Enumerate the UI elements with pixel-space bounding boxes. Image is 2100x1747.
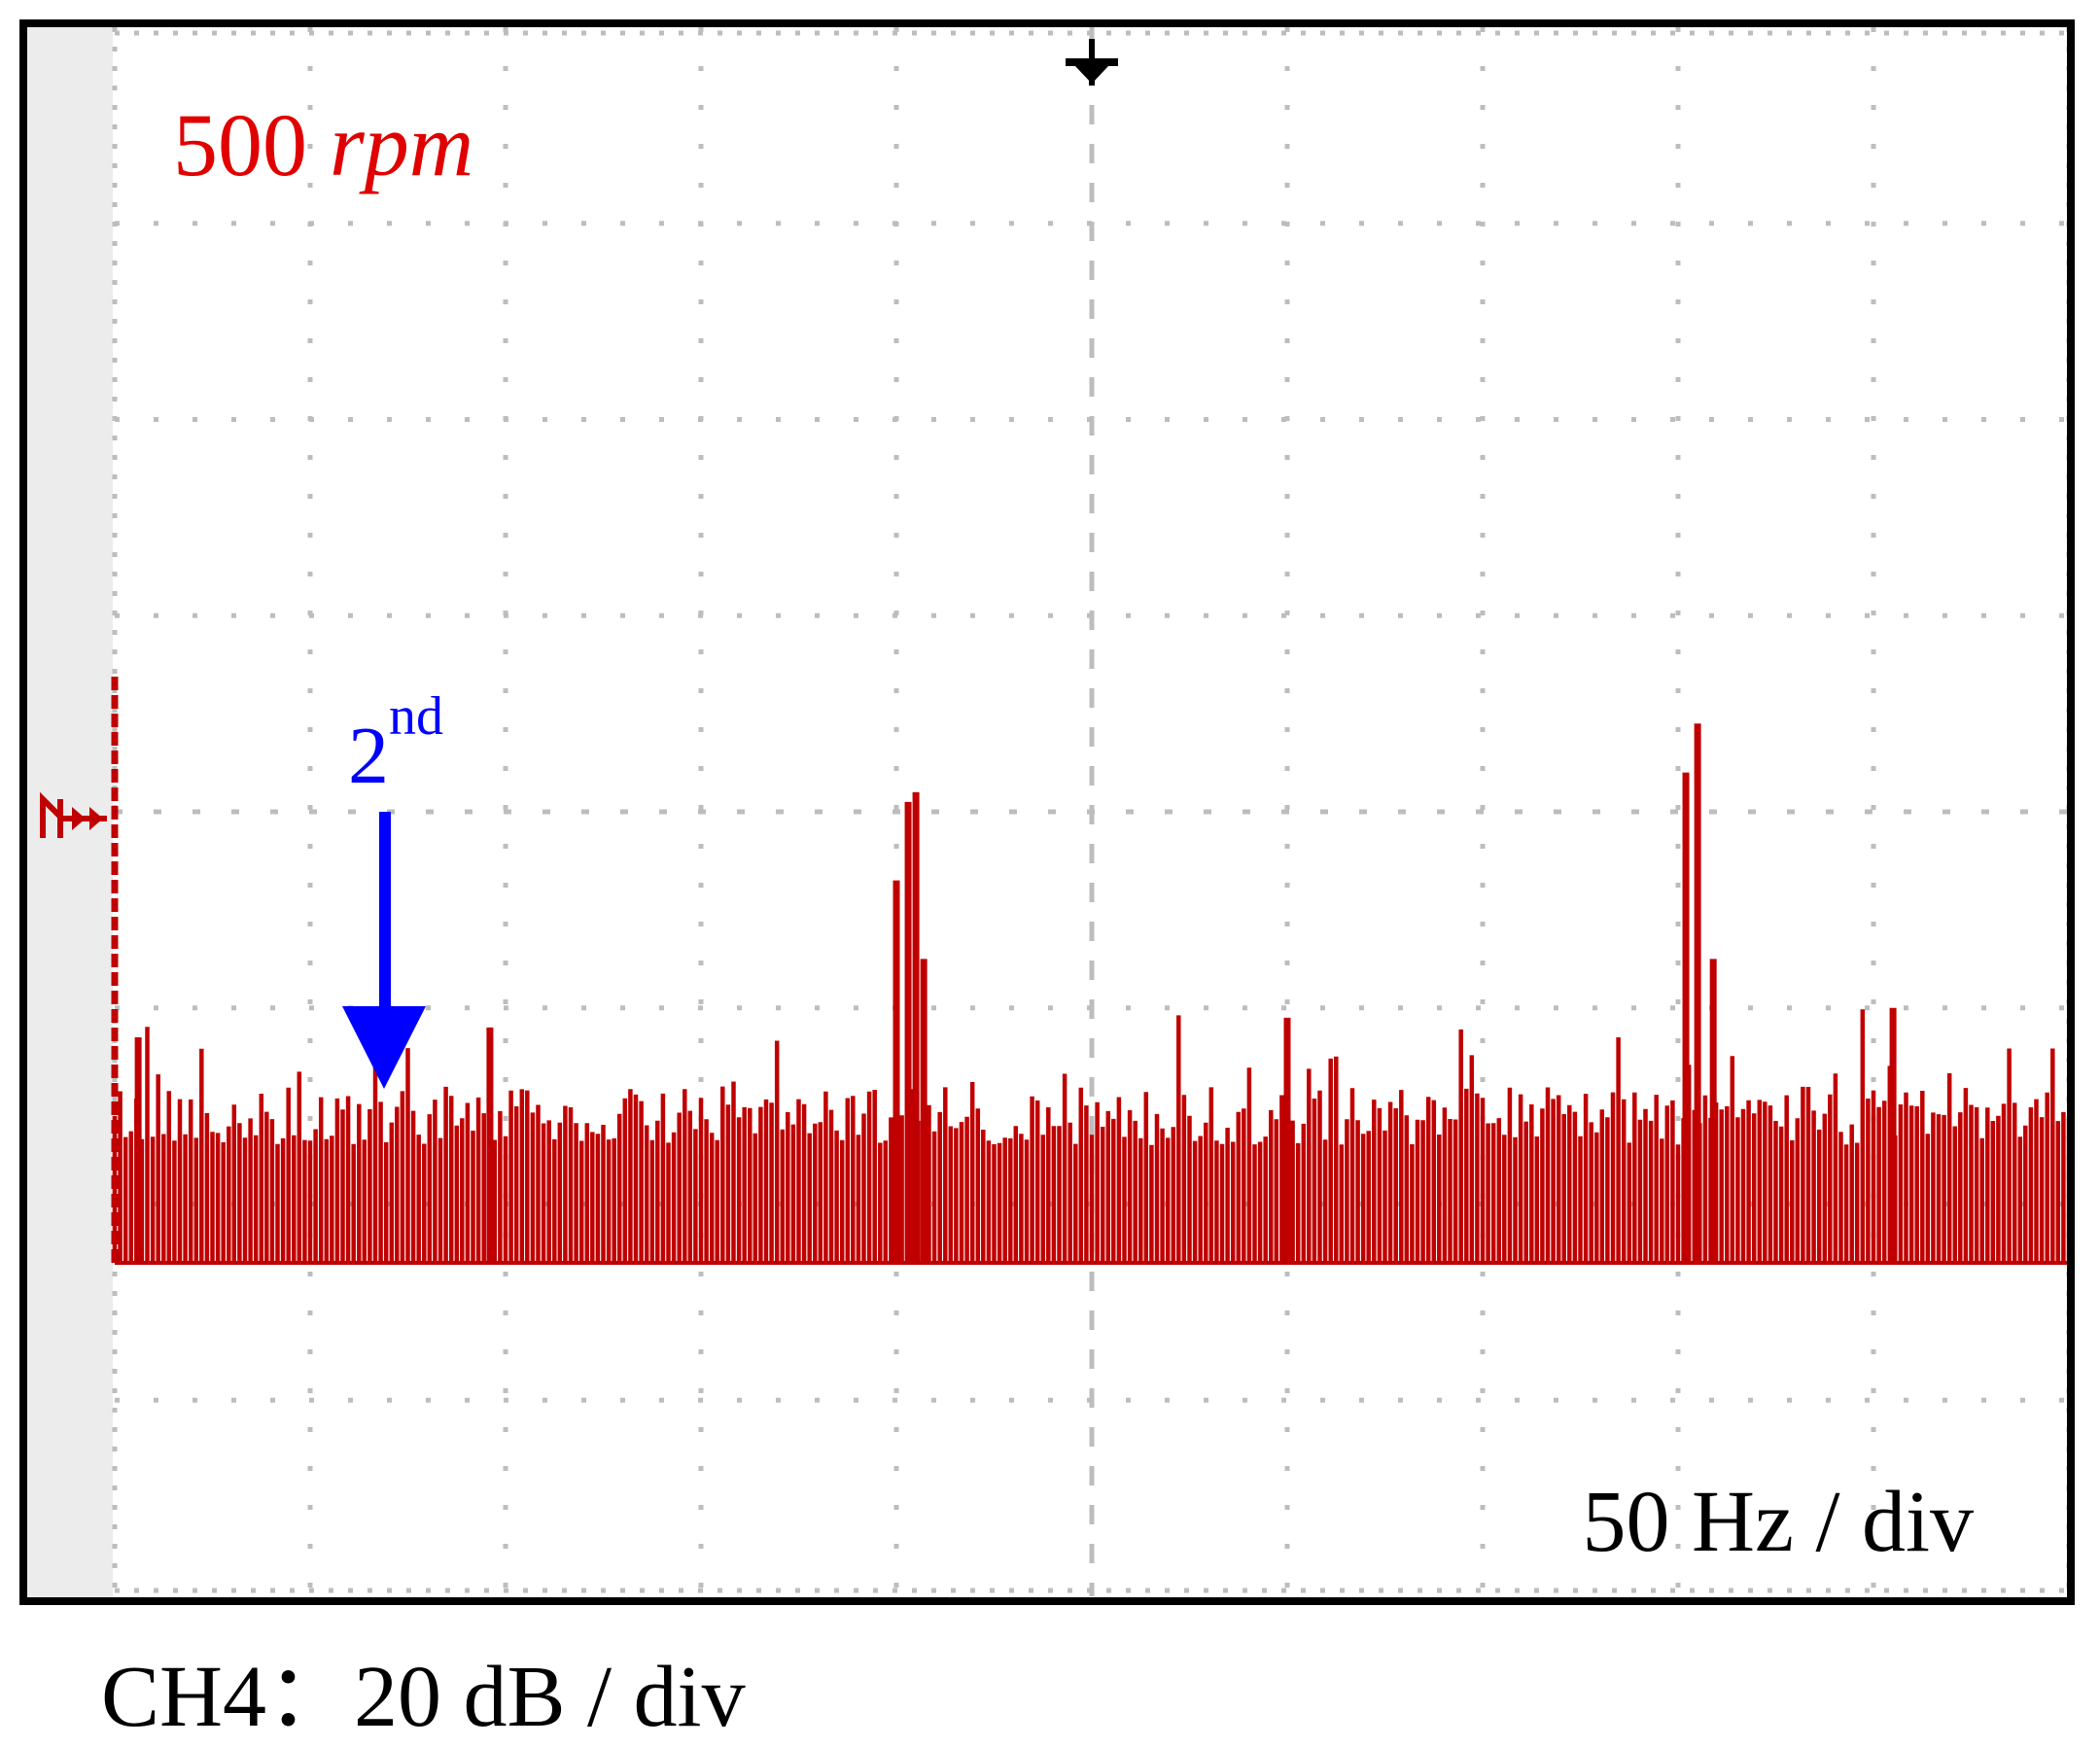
harmonic-arrow-icon bbox=[342, 812, 426, 1089]
channel-scale-label: CH4：20 dB / div bbox=[101, 1649, 746, 1745]
noise-floor bbox=[112, 1009, 2072, 1263]
channel-ground-marker-icon bbox=[40, 791, 107, 838]
trigger-marker-icon bbox=[1066, 39, 1118, 86]
screen-frame bbox=[19, 19, 2075, 1605]
frequency-scale-label: 50 Hz / div bbox=[1583, 1474, 1974, 1570]
harmonic-label: 2nd bbox=[348, 686, 443, 801]
speed-label: 500 rpm bbox=[173, 95, 473, 194]
fft-trace bbox=[111, 674, 2072, 1266]
speed-unit: rpm bbox=[330, 95, 473, 194]
screen-background bbox=[23, 23, 2071, 1601]
harmonic-suffix: nd bbox=[389, 686, 443, 747]
left-strip bbox=[23, 23, 113, 1601]
